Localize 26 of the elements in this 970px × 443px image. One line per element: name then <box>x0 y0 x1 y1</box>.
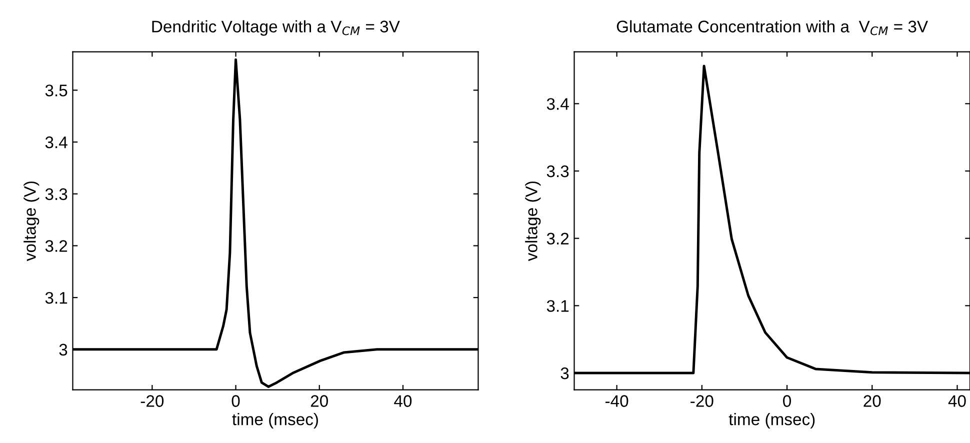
x-axis-title: time (msec) <box>728 413 815 429</box>
x-tick-label: 0 <box>232 395 240 407</box>
x-tick-label: 20 <box>310 395 328 407</box>
x-tick-label: 20 <box>864 395 881 407</box>
y-tick-label: 3.1 <box>546 300 569 312</box>
y-tick-label: 3.5 <box>45 84 68 96</box>
chart-title: Dendritic Voltage with a V$_{CM}$ = 3V <box>152 20 400 36</box>
y-tick-label: 3 <box>560 367 569 380</box>
x-tick-label: -40 <box>605 395 628 407</box>
chart-title: Glutamate Concentration with a V$_{CM}$ = 3V <box>616 20 928 36</box>
y-tick-label: 3.3 <box>45 188 68 200</box>
y-tick-label: 3.4 <box>45 136 68 148</box>
y-axis-title: voltage (V) <box>525 182 541 262</box>
x-axis-title: time (msec) <box>232 413 318 429</box>
y-tick-label: 3.3 <box>546 165 569 178</box>
x-tick-label: -20 <box>690 395 714 407</box>
y-tick-label: 3.2 <box>45 240 68 252</box>
y-tick-label: 3.2 <box>546 232 569 245</box>
x-tick-label: 0 <box>783 395 791 407</box>
x-tick-label: 40 <box>394 395 412 407</box>
y-tick-label: 3.4 <box>546 98 569 110</box>
y-tick-label: 3.1 <box>45 292 68 304</box>
y-tick-label: 3 <box>59 344 68 356</box>
x-tick-label: -20 <box>140 395 164 407</box>
y-axis-title: voltage (V) <box>24 182 40 262</box>
x-tick-label: 40 <box>948 395 966 407</box>
